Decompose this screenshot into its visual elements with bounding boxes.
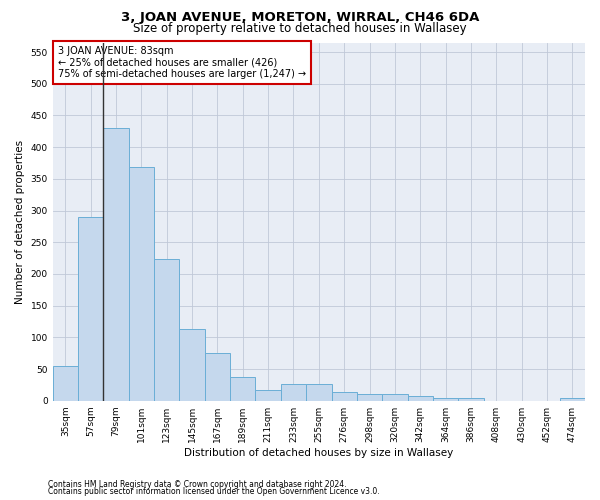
Bar — [129, 168, 154, 400]
Bar — [433, 398, 458, 400]
Text: Contains public sector information licensed under the Open Government Licence v3: Contains public sector information licen… — [48, 487, 380, 496]
X-axis label: Distribution of detached houses by size in Wallasey: Distribution of detached houses by size … — [184, 448, 454, 458]
Bar — [256, 390, 281, 400]
Bar — [179, 329, 205, 400]
Text: Contains HM Land Registry data © Crown copyright and database right 2024.: Contains HM Land Registry data © Crown c… — [48, 480, 347, 489]
Bar — [332, 392, 357, 400]
Bar — [281, 384, 306, 400]
Bar — [53, 366, 78, 400]
Bar — [230, 376, 256, 400]
Text: 3, JOAN AVENUE, MORETON, WIRRAL, CH46 6DA: 3, JOAN AVENUE, MORETON, WIRRAL, CH46 6D… — [121, 11, 479, 24]
Bar — [154, 258, 179, 400]
Bar — [306, 384, 332, 400]
Y-axis label: Number of detached properties: Number of detached properties — [15, 140, 25, 304]
Text: Size of property relative to detached houses in Wallasey: Size of property relative to detached ho… — [133, 22, 467, 35]
Bar — [458, 398, 484, 400]
Bar — [357, 394, 382, 400]
Bar — [407, 396, 433, 400]
Bar — [382, 394, 407, 400]
Bar — [205, 352, 230, 401]
Bar — [103, 128, 129, 400]
Bar — [560, 398, 585, 400]
Bar — [78, 217, 103, 400]
Text: 3 JOAN AVENUE: 83sqm
← 25% of detached houses are smaller (426)
75% of semi-deta: 3 JOAN AVENUE: 83sqm ← 25% of detached h… — [58, 46, 306, 80]
